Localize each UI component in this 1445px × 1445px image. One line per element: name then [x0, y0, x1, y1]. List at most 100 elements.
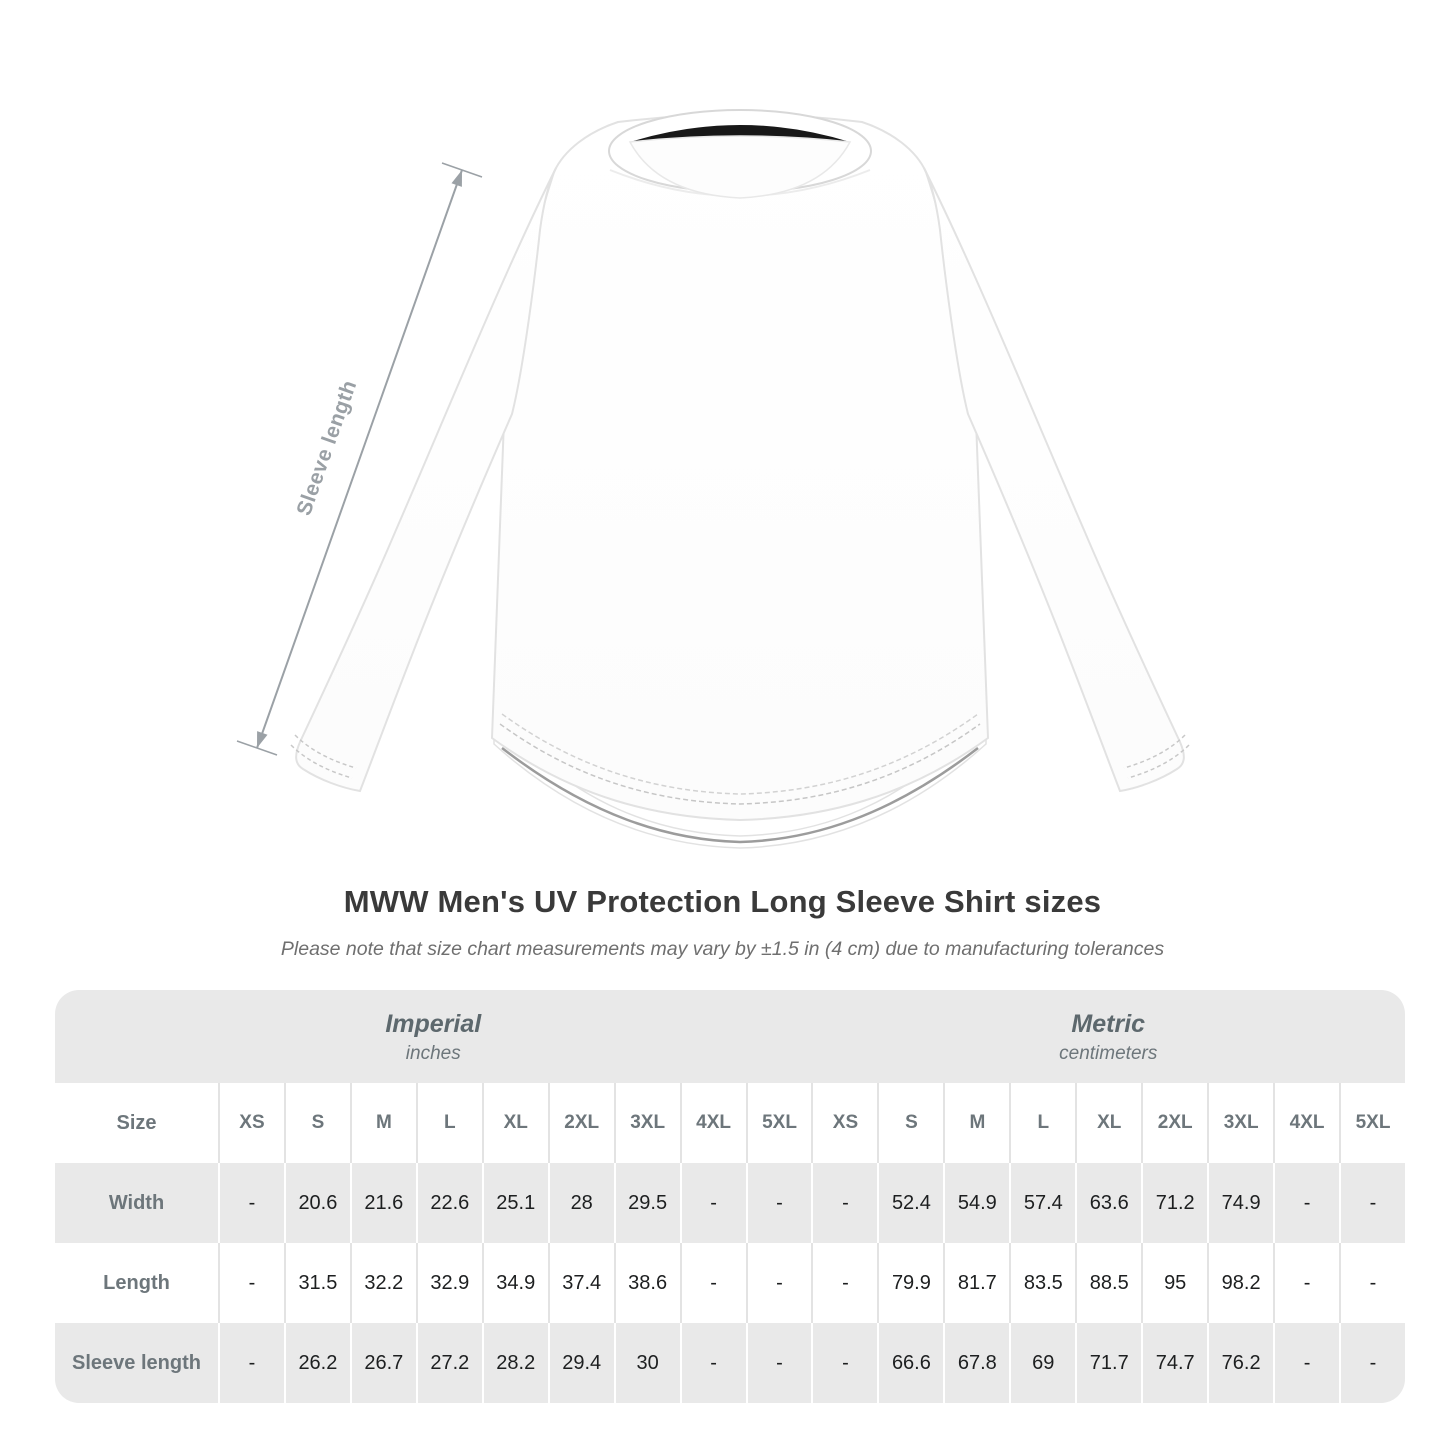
table-cell: 21.6	[351, 1163, 416, 1243]
sleeve-length-arrow	[236, 162, 483, 756]
table-cell: -	[681, 1243, 746, 1323]
table-cell: 26.7	[351, 1323, 416, 1403]
table-cell: 34.9	[483, 1243, 548, 1323]
size-header-row: Size XS S M L XL 2XL 3XL 4XL 5XL XS S M …	[55, 1083, 1405, 1163]
table-cell: 71.2	[1143, 1163, 1208, 1243]
row-label: Length	[55, 1243, 218, 1323]
shirt-collar	[608, 109, 872, 199]
table-cell: 27.2	[417, 1323, 482, 1403]
size-header: S	[285, 1083, 350, 1163]
table-cell: 29.5	[615, 1163, 680, 1243]
table-cell: -	[1275, 1163, 1340, 1243]
shirt-right-sleeve	[923, 167, 1190, 793]
table-cell: 37.4	[549, 1243, 614, 1323]
table-cell: 32.2	[351, 1243, 416, 1323]
row-label: Width	[55, 1163, 218, 1243]
table-cell: -	[681, 1163, 746, 1243]
table-cell: 71.7	[1077, 1323, 1142, 1403]
table-cell: 28.2	[483, 1323, 548, 1403]
metric-label: Metric	[1071, 1010, 1146, 1038]
size-header: L	[417, 1083, 482, 1163]
shirt-body	[490, 113, 990, 822]
size-header: L	[1011, 1083, 1076, 1163]
table-cell: -	[681, 1323, 746, 1403]
table-cell: -	[813, 1243, 878, 1323]
table-cell: -	[747, 1163, 812, 1243]
size-header: XL	[1077, 1083, 1142, 1163]
collar-inner-tape	[630, 125, 850, 142]
size-header: S	[879, 1083, 944, 1163]
table-cell: 66.6	[879, 1323, 944, 1403]
page-title: MWW Men's UV Protection Long Sleeve Shir…	[343, 884, 1102, 919]
table-cell: 76.2	[1209, 1323, 1274, 1403]
table-cell: 25.1	[483, 1163, 548, 1243]
table-cell: 20.6	[285, 1163, 350, 1243]
table-cell: 98.2	[1209, 1243, 1274, 1323]
table-cell: 69	[1011, 1323, 1076, 1403]
table-cell: 22.6	[417, 1163, 482, 1243]
table-cell: -	[220, 1323, 284, 1403]
table-cell: 79.9	[879, 1243, 944, 1323]
table-cell: 81.7	[945, 1243, 1010, 1323]
size-col-header: Size	[55, 1083, 218, 1163]
size-header: 4XL	[1275, 1083, 1340, 1163]
size-header: XS	[220, 1083, 284, 1163]
table-cell: -	[1275, 1243, 1340, 1323]
sleeve-length-label: Sleeve length	[292, 377, 361, 518]
table-row-sleeve-length: Sleeve length - 26.2 26.7 27.2 28.2 29.4…	[55, 1323, 1405, 1403]
size-header: 2XL	[1143, 1083, 1208, 1163]
table-cell: 88.5	[1077, 1243, 1142, 1323]
table-cell: 95	[1143, 1243, 1208, 1323]
table-cell: 57.4	[1011, 1163, 1076, 1243]
size-header: 2XL	[549, 1083, 614, 1163]
shirt-diagram: Sleeve length	[236, 109, 1190, 849]
row-label: Sleeve length	[55, 1323, 218, 1403]
size-header: 3XL	[615, 1083, 680, 1163]
long-sleeve-shirt-illustration: Sleeve length	[236, 109, 1190, 849]
table-cell: 74.7	[1143, 1323, 1208, 1403]
table-cell: 63.6	[1077, 1163, 1142, 1243]
table-cell: 83.5	[1011, 1243, 1076, 1323]
table-cell: -	[1275, 1323, 1340, 1403]
table-row-width: Width - 20.6 21.6 22.6 25.1 28 29.5 - - …	[55, 1163, 1405, 1243]
unit-band: Imperial inches Metric centimeters	[55, 990, 1405, 1083]
table-cell: 74.9	[1209, 1163, 1274, 1243]
table-row-length: Length - 31.5 32.2 32.9 34.9 37.4 38.6 -…	[55, 1243, 1405, 1323]
size-chart-table: Imperial inches Metric centimeters Size …	[55, 990, 1405, 1403]
size-header: 5XL	[747, 1083, 812, 1163]
table-cell: -	[1341, 1323, 1405, 1403]
size-header: XS	[813, 1083, 878, 1163]
imperial-unit: inches	[405, 1043, 461, 1064]
table-cell: 52.4	[879, 1163, 944, 1243]
table-cell: 30	[615, 1323, 680, 1403]
size-header: M	[945, 1083, 1010, 1163]
size-header: 5XL	[1341, 1083, 1405, 1163]
size-header: M	[351, 1083, 416, 1163]
table-cell: 67.8	[945, 1323, 1010, 1403]
table-cell: -	[747, 1243, 812, 1323]
size-header: 3XL	[1209, 1083, 1274, 1163]
table-cell: 28	[549, 1163, 614, 1243]
table-cell: -	[813, 1323, 878, 1403]
tolerance-note: Please note that size chart measurements…	[280, 938, 1165, 960]
metric-unit: centimeters	[1059, 1043, 1158, 1064]
shirt-left-sleeve	[290, 167, 557, 793]
table-cell: -	[747, 1323, 812, 1403]
table-cell: 38.6	[615, 1243, 680, 1323]
table-cell: -	[1341, 1243, 1405, 1323]
table-cell: -	[1341, 1163, 1405, 1243]
imperial-label: Imperial	[385, 1010, 482, 1038]
table-cell: 31.5	[285, 1243, 350, 1323]
table-cell: -	[220, 1243, 284, 1323]
table-cell: 26.2	[285, 1323, 350, 1403]
size-header: XL	[483, 1083, 548, 1163]
size-header: 4XL	[681, 1083, 746, 1163]
table-cell: 29.4	[549, 1323, 614, 1403]
table-cell: -	[220, 1163, 284, 1243]
metric-header: Metric centimeters	[811, 990, 1405, 1083]
table-cell: -	[813, 1163, 878, 1243]
imperial-header: Imperial inches	[55, 990, 812, 1083]
table-cell: 32.9	[417, 1243, 482, 1323]
table-cell: 54.9	[945, 1163, 1010, 1243]
